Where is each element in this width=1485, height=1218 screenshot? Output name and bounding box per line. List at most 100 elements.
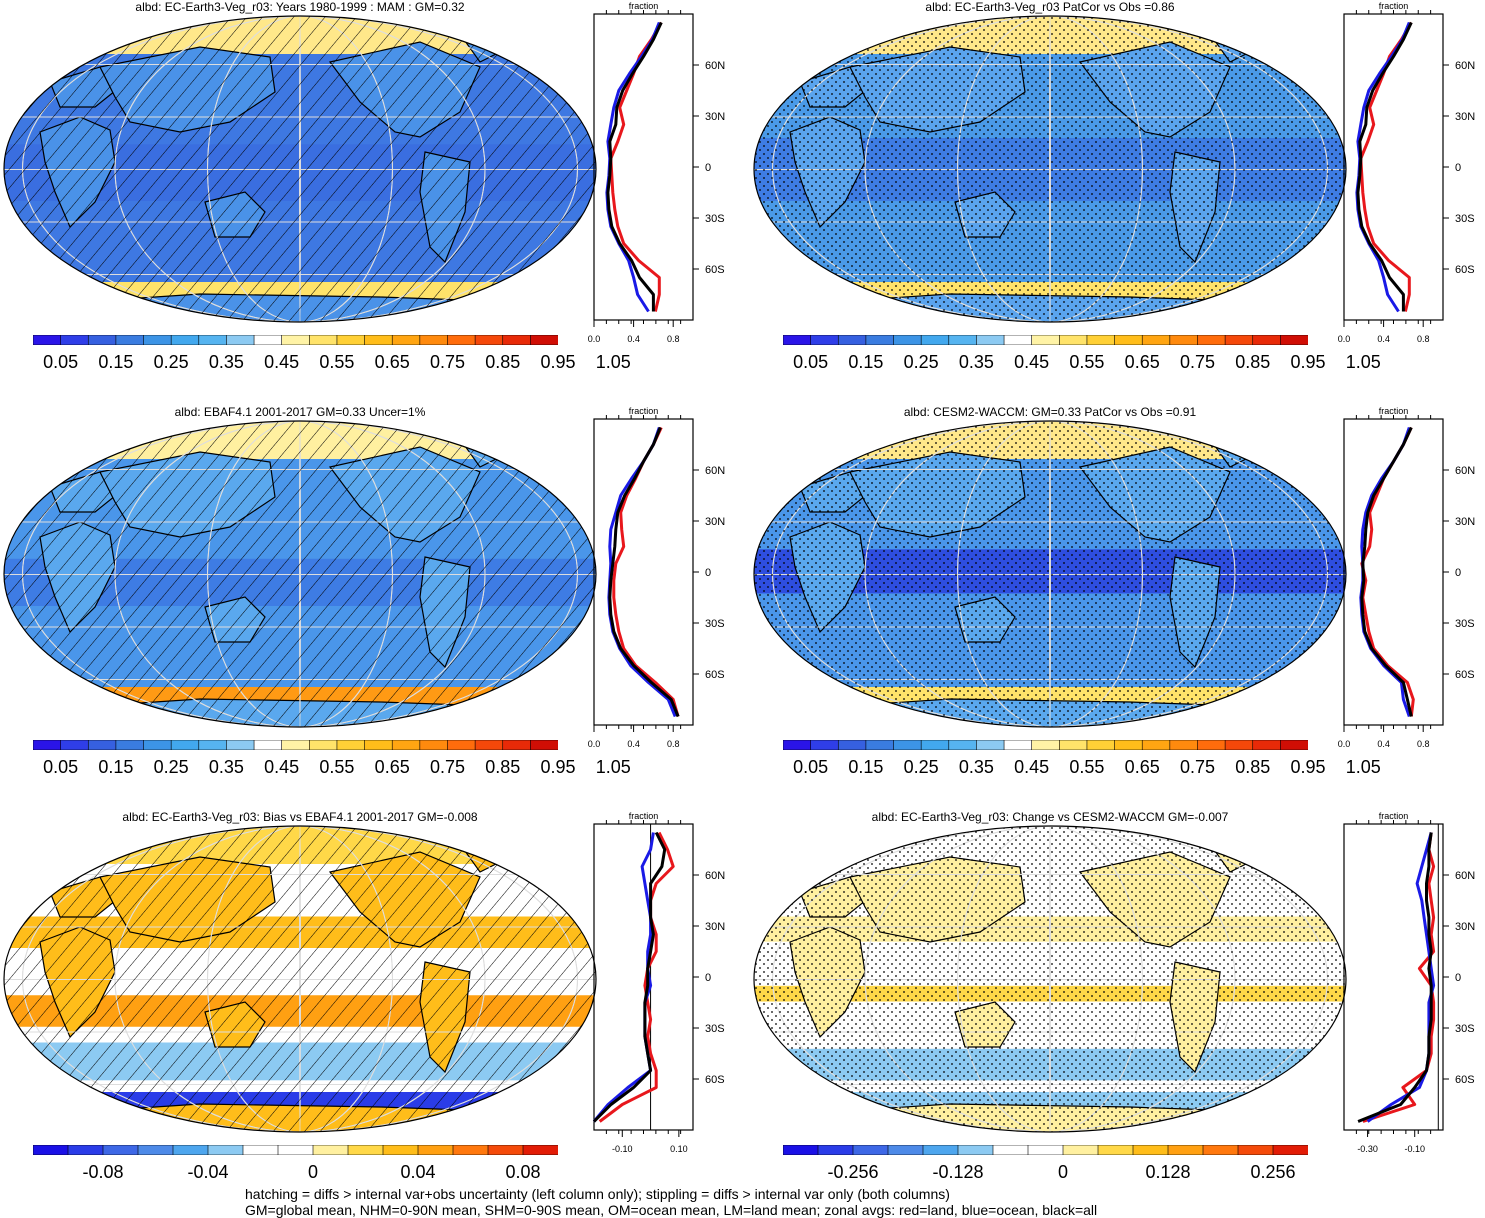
colorbar-swatch <box>957 1145 994 1155</box>
zonal-y-tick-label: 60S <box>1455 1074 1475 1086</box>
colorbar-swatch <box>852 1145 889 1155</box>
zonal-y-tick-label: 60N <box>705 465 725 477</box>
zonal-axis-title: fraction <box>629 406 659 416</box>
colorbar <box>783 1145 1308 1155</box>
colorbar-tick-label: 0.45 <box>1014 757 1050 777</box>
zonal-y-tick-label: 60S <box>705 669 725 681</box>
colorbar-swatch <box>447 335 476 345</box>
colorbar-swatch <box>522 1145 558 1155</box>
colorbar-swatch <box>920 335 950 345</box>
colorbar-swatch <box>783 1145 819 1155</box>
colorbar-swatch <box>1202 1145 1239 1155</box>
colorbar-tick-label: 0.95 <box>540 757 576 777</box>
colorbar-swatch <box>1272 1145 1308 1155</box>
colorbar-swatch <box>33 335 62 345</box>
colorbar-swatch <box>1141 335 1171 345</box>
colorbar <box>33 740 558 750</box>
colorbar-tick-label: 0.15 <box>848 352 884 372</box>
colorbar-tick-label: 0.55 <box>319 352 355 372</box>
zonal-y-tick-label: 30S <box>705 1023 725 1035</box>
zonal-frame <box>1343 418 1444 726</box>
colorbar-tick-label: 0.25 <box>153 757 189 777</box>
colorbar-swatch <box>1097 1145 1134 1155</box>
colorbar-swatch <box>976 335 1005 345</box>
colorbar-swatch <box>1086 740 1116 750</box>
colorbar-tick-label: 0.95 <box>1290 352 1326 372</box>
colorbar-swatch <box>137 1145 174 1155</box>
robinson-map <box>3 420 597 728</box>
colorbar-tick-label: 0.85 <box>485 757 521 777</box>
colorbar-swatch <box>1132 1145 1169 1155</box>
colorbar-swatch <box>281 335 311 345</box>
zonal-mean-plot: fraction 0.0 0.4 0.8 60N 30N 0 30S 60S <box>1338 1 1475 344</box>
colorbar-swatch <box>810 335 840 345</box>
colorbar-swatch <box>312 1145 349 1155</box>
zonal-line-land <box>598 831 675 1123</box>
colorbar-swatch <box>948 740 978 750</box>
zonal-mean-plot: fraction -0.30 -0.10 60N 30N 0 30S 60S <box>1343 811 1475 1154</box>
colorbar-swatch <box>1003 335 1033 345</box>
map-outline <box>753 825 1347 1133</box>
colorbar-swatch <box>1027 1145 1064 1155</box>
zonal-axis-title: fraction <box>1379 1 1409 11</box>
zonal-y-tick-label: 0 <box>1455 972 1461 984</box>
colorbar-tick-label: 0.75 <box>1179 352 1215 372</box>
colorbar-tick-label: 0.25 <box>903 352 939 372</box>
zonal-x-tick-label: 0.4 <box>627 739 640 749</box>
zonal-x-tick-label: 0.0 <box>1338 334 1351 344</box>
colorbar-tick-label: -0.08 <box>82 1162 124 1182</box>
panel-model-patcor: albd: EC-Earth3-Veg_r03 PatCor vs Obs =0… <box>750 0 1485 405</box>
zonal-axis-title: fraction <box>1379 406 1409 416</box>
zonal-y-tick-label: 60N <box>705 60 725 72</box>
panel-title: albd: EC-Earth3-Veg_r03: Change vs CESM2… <box>871 810 1229 824</box>
colorbar-tick-label: 0.05 <box>793 757 829 777</box>
zonal-y-tick-label: 0 <box>705 972 711 984</box>
colorbar-swatch <box>865 335 895 345</box>
colorbar <box>33 1145 558 1155</box>
colorbar-swatch <box>887 1145 924 1155</box>
zonal-line-land <box>612 426 680 717</box>
panel-obs-ebaf: albd: EBAF4.1 2001-2017 GM=0.33 Uncer=1%… <box>0 405 742 810</box>
colorbar-swatch <box>417 1145 454 1155</box>
colorbar-labels: 0.05 0.15 0.25 0.35 0.45 0.55 0.65 0.75 0.85 0.95… <box>33 352 631 374</box>
colorbar-tick-label: 0 <box>1057 1162 1069 1182</box>
colorbar-tick-label: 0.15 <box>848 757 884 777</box>
colorbar-swatch <box>336 740 366 750</box>
colorbar-tick-label: 0.128 <box>1145 1162 1191 1182</box>
zonal-y-tick-label: 30S <box>705 213 725 225</box>
zonal-x-tick-label: 0.0 <box>588 334 601 344</box>
colorbar-tick-label: 0.05 <box>43 757 79 777</box>
robinson-map <box>3 15 597 323</box>
zonal-line-land <box>1362 832 1436 1123</box>
colorbar-tick-label: 0.65 <box>374 352 410 372</box>
zonal-line-all <box>1356 21 1413 312</box>
map-outline <box>753 420 1347 728</box>
colorbar-swatch <box>115 335 145 345</box>
colorbar-swatch <box>1059 335 1088 345</box>
colorbar-swatch <box>253 740 283 750</box>
colorbar-tick-label: 0.65 <box>1124 757 1160 777</box>
zonal-y-tick-label: 60N <box>705 870 725 882</box>
colorbar-tick-label: 0.65 <box>374 757 410 777</box>
zonal-y-tick-label: 30S <box>705 618 725 630</box>
colorbar-swatch <box>198 740 228 750</box>
colorbar-swatch <box>115 740 145 750</box>
map-field <box>4 16 596 322</box>
colorbar-swatch <box>992 1145 1029 1155</box>
footer-note-line2: GM=global mean, NHM=0-90N mean, SHM=0-90… <box>245 1202 1098 1218</box>
colorbar-swatch <box>1086 335 1116 345</box>
colorbar-swatch <box>1224 740 1254 750</box>
colorbar-swatch <box>67 1145 104 1155</box>
colorbar-swatch <box>347 1145 384 1155</box>
zonal-line-ocean <box>605 21 661 313</box>
zonal-y-tick-label: 30S <box>1455 618 1475 630</box>
panel-title: albd: CESM2-WACCM: GM=0.33 PatCor vs Obs… <box>903 405 1197 419</box>
zonal-x-tick-label: 0.0 <box>588 739 601 749</box>
colorbar-swatch <box>1280 335 1308 345</box>
colorbar-tick-label: 0.55 <box>319 757 355 777</box>
colorbar-swatch <box>948 335 978 345</box>
zonal-y-tick-label: 0 <box>1455 567 1461 579</box>
colorbar-swatch <box>865 740 895 750</box>
significance-hatching <box>4 826 596 1132</box>
colorbar-tick-label: -0.128 <box>932 1162 984 1182</box>
